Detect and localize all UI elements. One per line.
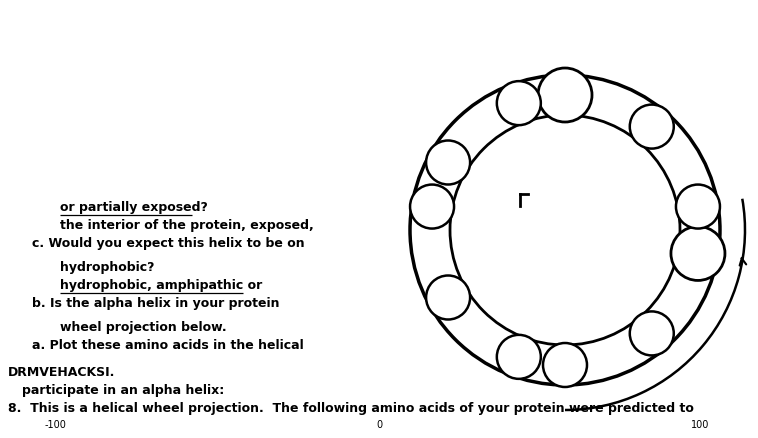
Text: hydrophobic, amphipathic or: hydrophobic, amphipathic or [60, 279, 262, 292]
Text: the interior of the protein, exposed,: the interior of the protein, exposed, [60, 219, 314, 232]
Text: c. Would you expect this helix to be on: c. Would you expect this helix to be on [32, 237, 305, 250]
Text: or partially exposed?: or partially exposed? [60, 201, 208, 214]
Text: 8.  This is a helical wheel projection.  The following amino acids of your prote: 8. This is a helical wheel projection. T… [8, 402, 694, 415]
Text: 100: 100 [691, 420, 709, 430]
Circle shape [630, 105, 674, 148]
Circle shape [538, 68, 592, 122]
Text: 0: 0 [376, 420, 382, 430]
Text: -100: -100 [44, 420, 66, 430]
Circle shape [426, 141, 470, 184]
Circle shape [543, 343, 587, 387]
Circle shape [671, 226, 725, 280]
Text: a. Plot these amino acids in the helical: a. Plot these amino acids in the helical [32, 339, 304, 352]
Circle shape [496, 81, 540, 125]
Text: wheel projection below.: wheel projection below. [60, 321, 227, 334]
Text: b. Is the alpha helix in your protein: b. Is the alpha helix in your protein [32, 297, 280, 310]
Circle shape [676, 184, 720, 229]
Circle shape [630, 311, 674, 355]
Text: hydrophobic?: hydrophobic? [60, 261, 155, 274]
Circle shape [426, 276, 470, 319]
Circle shape [496, 335, 540, 379]
Text: DRMVEHACKSI.: DRMVEHACKSI. [8, 366, 115, 379]
Text: participate in an alpha helix:: participate in an alpha helix: [22, 384, 224, 397]
Circle shape [410, 184, 454, 229]
